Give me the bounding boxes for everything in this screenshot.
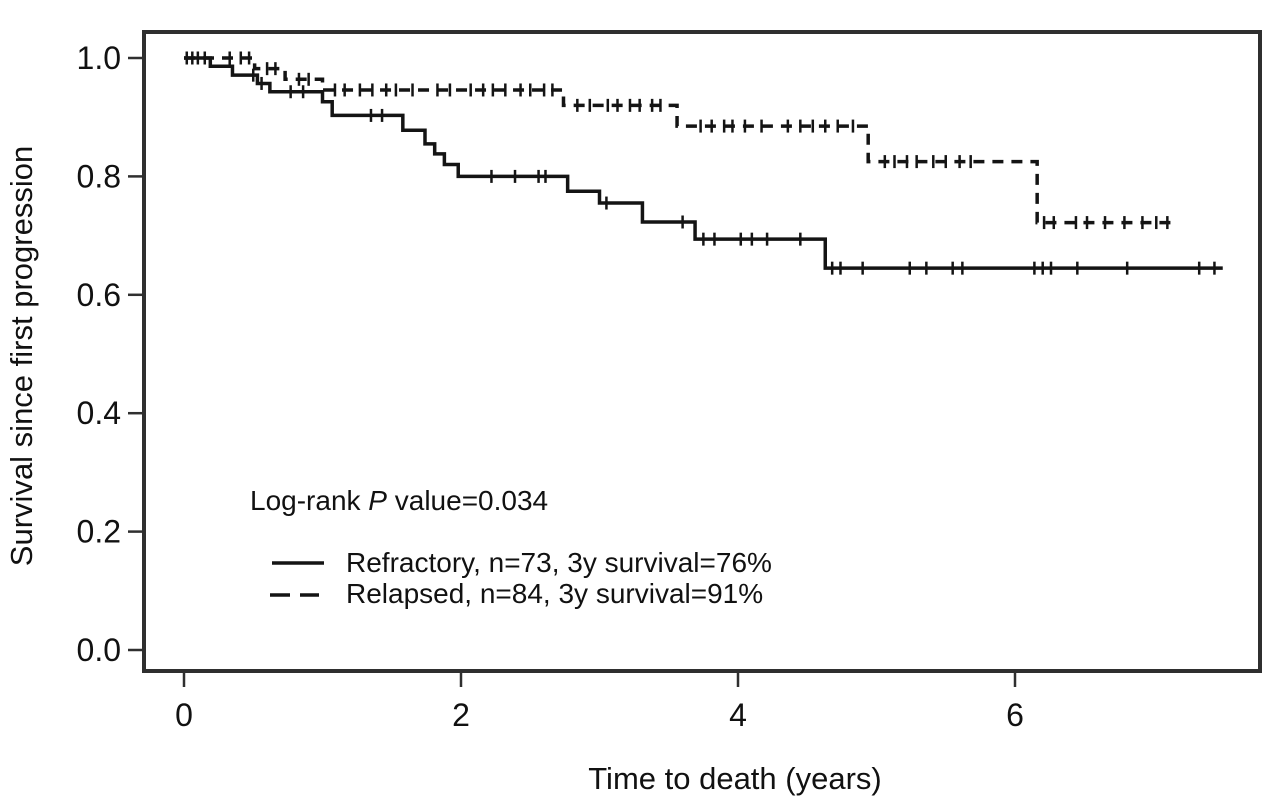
x-tick-label: 4	[729, 697, 747, 733]
x-axis-ticks: 0 2 4 6	[175, 673, 1024, 733]
x-tick-label: 0	[175, 697, 193, 733]
legend-label-relapsed: Relapsed, n=84, 3y survival=91%	[346, 578, 763, 609]
y-axis-ticks: 0.0 0.2 0.4 0.6 0.8 1.0	[77, 40, 142, 668]
x-tick-label: 6	[1006, 697, 1024, 733]
y-tick-label: 0.6	[77, 277, 121, 313]
log-rank-p-symbol: P	[368, 485, 387, 516]
y-tick-label: 0.4	[77, 395, 121, 431]
relapsed-censor-marks	[228, 51, 1169, 230]
relapsed-curve	[184, 56, 1178, 225]
refractory-censor-marks	[185, 51, 1216, 275]
refractory-curve	[184, 56, 1223, 270]
y-tick-label: 0.2	[77, 514, 121, 550]
log-rank-prefix: Log-rank	[250, 485, 368, 516]
plot-frame	[142, 30, 1262, 673]
y-axis-title: Survival since first progression	[4, 146, 39, 566]
y-tick-label: 0.8	[77, 158, 121, 194]
legend-label-refractory: Refractory, n=73, 3y survival=76%	[346, 547, 772, 578]
x-axis-title: Time to death (years)	[588, 761, 881, 796]
log-rank-value: value=0.034	[387, 485, 548, 516]
x-tick-label: 2	[452, 697, 470, 733]
y-tick-label: 1.0	[77, 40, 121, 76]
y-tick-label: 0.0	[77, 632, 121, 668]
legend: Refractory, n=73, 3y survival=76% Relaps…	[270, 547, 772, 609]
survival-curves	[184, 51, 1223, 275]
log-rank-annotation: Log-rank P value=0.034	[250, 485, 548, 516]
